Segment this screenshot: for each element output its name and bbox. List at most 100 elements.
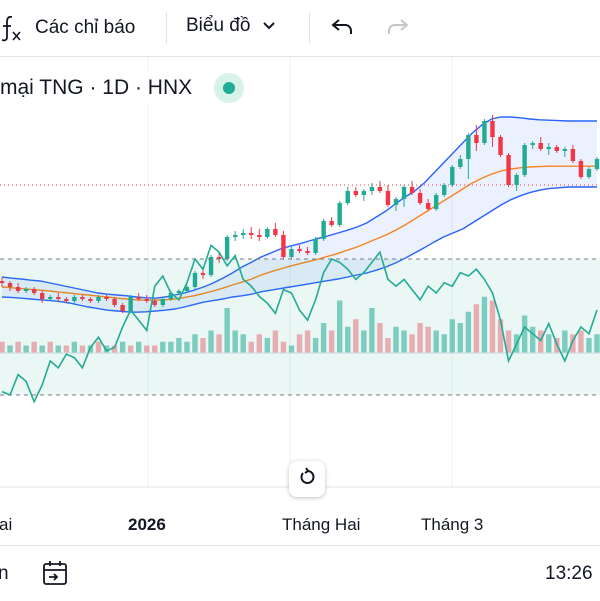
candle-body: [305, 251, 310, 253]
bollinger-middle-line: [1, 165, 597, 301]
volume-bar: [345, 326, 351, 353]
volume-bar: [425, 326, 431, 353]
volume-bar: [353, 319, 359, 353]
candle-body: [176, 291, 182, 293]
candle: [369, 183, 375, 195]
price-pane: [0, 57, 600, 487]
chart-type-label: Biểu đồ: [186, 15, 251, 36]
volume-bar: [31, 341, 37, 353]
candle-body: [385, 191, 391, 205]
volume-bar: [497, 319, 504, 353]
candle: [554, 145, 559, 153]
candle-body: [345, 191, 350, 203]
candle: [345, 187, 350, 205]
candle-body: [409, 187, 415, 193]
candle: [289, 247, 294, 259]
volume-bar: [481, 296, 488, 353]
candle: [176, 289, 182, 295]
volume-bar: [578, 330, 584, 353]
volume-bar: [594, 334, 600, 353]
volume-bar: [264, 338, 271, 353]
candle: [401, 185, 407, 207]
volume-bar: [570, 334, 576, 353]
candle: [570, 145, 576, 163]
volume-bar: [409, 334, 415, 353]
candle: [433, 193, 439, 211]
candle: [482, 119, 487, 145]
reset-chart-button[interactable]: [289, 461, 325, 497]
volume-bar: [119, 341, 126, 353]
volume-bar: [160, 341, 166, 353]
volume-bar: [465, 311, 472, 353]
candle: [313, 237, 318, 255]
volume-bar: [304, 330, 311, 353]
volume-bar: [280, 341, 287, 353]
candle-body: [184, 287, 190, 291]
volume-bar: [538, 330, 544, 353]
candle-body: [538, 143, 543, 149]
volume-bar: [328, 330, 335, 353]
candle-body: [88, 299, 93, 301]
candle-body: [450, 167, 455, 185]
timeframe-label[interactable]: n: [0, 563, 9, 584]
candle: [538, 137, 543, 151]
candle-body: [15, 287, 21, 291]
volume-bar: [505, 330, 512, 353]
volume-bar: [23, 345, 29, 353]
rsi-band-fill: [0, 259, 600, 395]
time-axis-label: ai: [0, 515, 13, 534]
candle-body: [7, 283, 13, 287]
volume-bar: [449, 319, 455, 353]
candle: [48, 295, 53, 301]
candle-body: [160, 299, 166, 305]
candle: [393, 197, 399, 211]
candle: [265, 227, 270, 239]
candle: [104, 295, 109, 301]
candle: [56, 293, 61, 301]
candle-body: [313, 239, 318, 253]
symbol-legend[interactable]: mại TNG · 1D · HNX: [0, 70, 253, 106]
candle-body: [393, 199, 399, 205]
volume-bar: [248, 341, 254, 353]
indicators-label: Các chỉ báo: [35, 17, 136, 38]
candle: [474, 125, 479, 151]
candle-body: [530, 143, 535, 145]
volume-bar: [208, 330, 214, 353]
candle-body: [144, 299, 149, 301]
volume-bar: [0, 341, 5, 353]
candle-body: [249, 233, 254, 235]
candle-body: [369, 187, 375, 191]
candle: [353, 187, 358, 197]
candle: [249, 227, 254, 239]
candle: [522, 143, 527, 177]
candle: [321, 219, 326, 241]
volume-bar: [288, 345, 295, 353]
indicators-button[interactable]: Các chỉ báo: [0, 13, 135, 43]
candle-body: [31, 289, 37, 293]
volume-bar: [401, 330, 407, 353]
candle: [425, 199, 431, 211]
volume-bar: [47, 341, 53, 353]
undo-button[interactable]: [330, 16, 354, 44]
candle-body: [208, 257, 214, 275]
volume-bar: [39, 345, 45, 353]
redo-button[interactable]: [386, 16, 410, 44]
candle: [594, 157, 600, 171]
volume-bar: [312, 338, 319, 353]
market-status-icon: [214, 73, 245, 103]
volume-bar: [135, 341, 142, 353]
volume-bar: [7, 345, 13, 353]
candle-body: [482, 121, 487, 143]
chart-type-button[interactable]: Biểu đồ: [186, 15, 276, 37]
go-to-date-icon[interactable]: [40, 558, 70, 593]
candle: [184, 285, 190, 293]
candle-body: [377, 187, 383, 191]
candle: [305, 247, 310, 255]
candle: [385, 185, 391, 207]
candle: [450, 165, 455, 187]
volume-bar: [417, 323, 423, 353]
candle-body: [168, 293, 174, 299]
candle-body: [104, 297, 109, 299]
volume-bar: [385, 338, 391, 353]
candle-body: [425, 203, 431, 209]
